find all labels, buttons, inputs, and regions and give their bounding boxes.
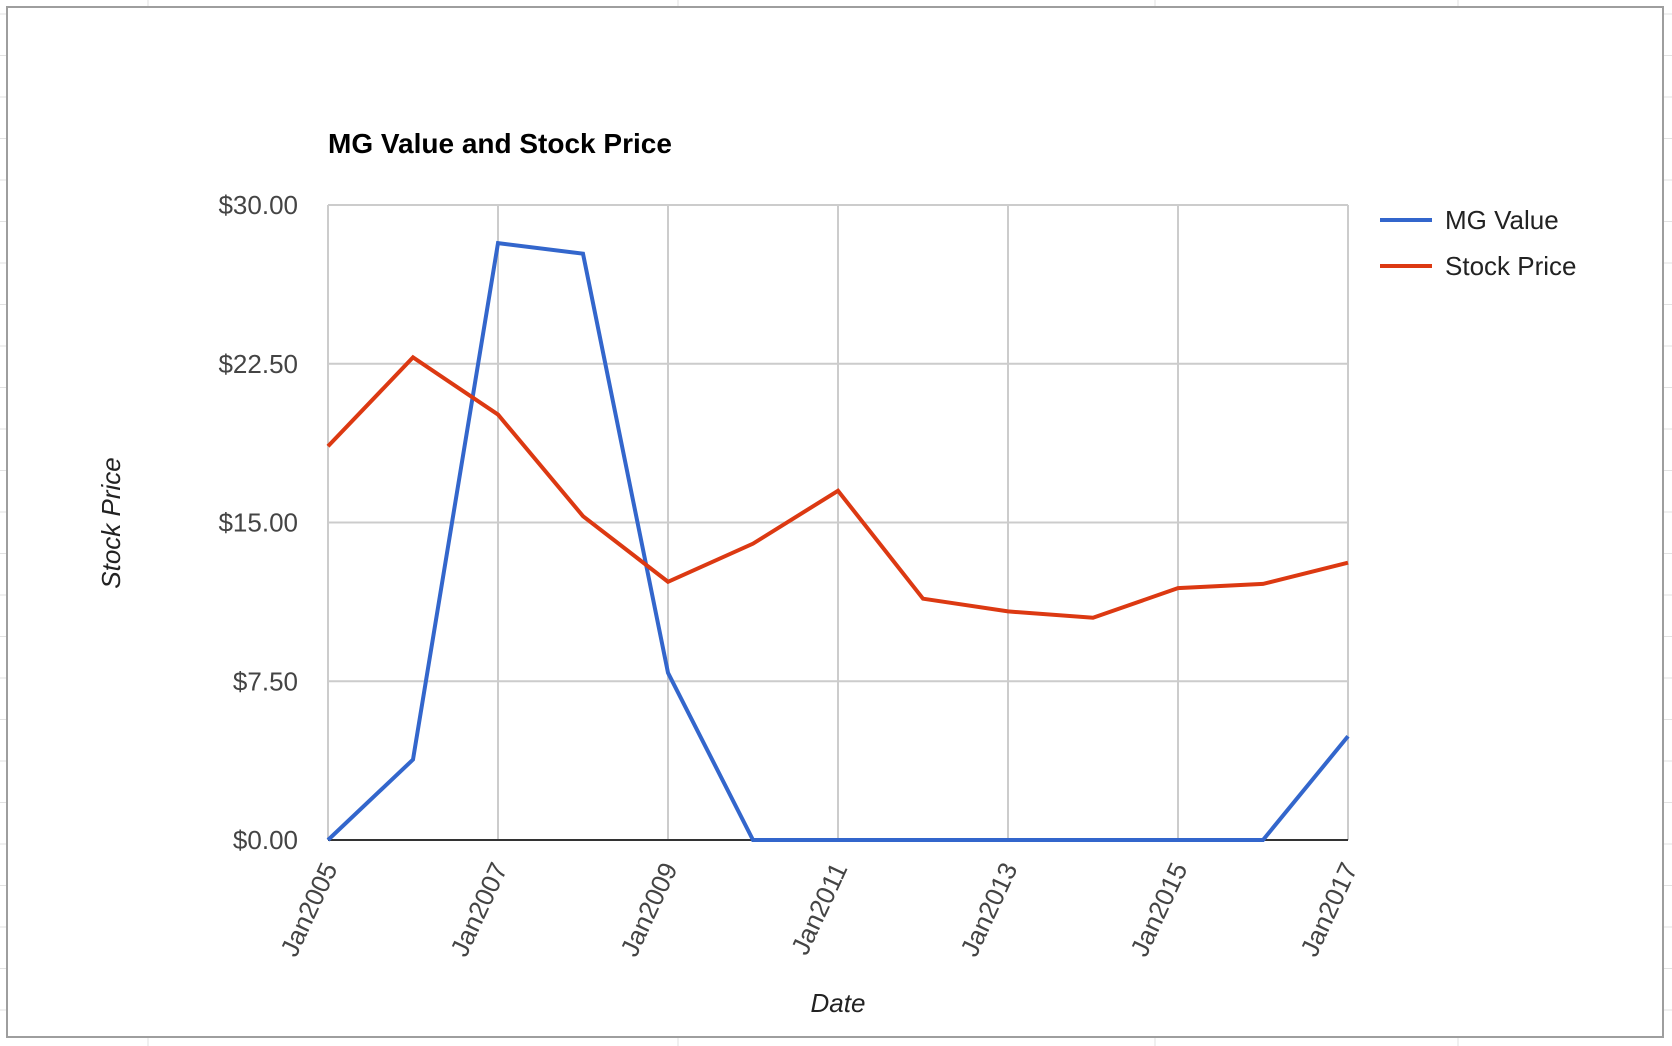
y-tick-label: $15.00 <box>218 508 298 538</box>
legend-label-mg-value: MG Value <box>1445 205 1559 235</box>
y-axis-ticks: $0.00 $7.50 $15.00 $22.50 $30.00 <box>218 190 298 855</box>
x-tick-label: Jan2007 <box>444 858 513 961</box>
legend-item-stock-price[interactable]: Stock Price <box>1380 251 1577 281</box>
x-tick-label: Jan2009 <box>614 858 683 961</box>
y-tick-label: $22.50 <box>218 349 298 379</box>
x-tick-label: Jan2013 <box>954 858 1023 961</box>
y-tick-label: $7.50 <box>233 666 298 696</box>
chart-title: MG Value and Stock Price <box>328 128 672 159</box>
x-axis-title: Date <box>811 988 866 1018</box>
y-tick-label: $0.00 <box>233 825 298 855</box>
legend: MG Value Stock Price <box>1380 205 1577 281</box>
x-tick-label: Jan2015 <box>1124 858 1193 961</box>
y-tick-label: $30.00 <box>218 190 298 220</box>
x-tick-label: Jan2017 <box>1294 858 1363 961</box>
x-axis-ticks: Jan2005 Jan2007 Jan2009 Jan2011 Jan2013 Jan20… <box>274 858 1363 961</box>
legend-item-mg-value[interactable]: MG Value <box>1380 205 1559 235</box>
x-tick-label: Jan2011 <box>785 858 854 959</box>
series-lines <box>326 240 1350 842</box>
y-axis-title: Stock Price <box>96 457 126 589</box>
legend-label-stock-price: Stock Price <box>1445 251 1577 281</box>
x-tick-label: Jan2005 <box>274 858 343 961</box>
gridlines <box>327 204 1349 841</box>
